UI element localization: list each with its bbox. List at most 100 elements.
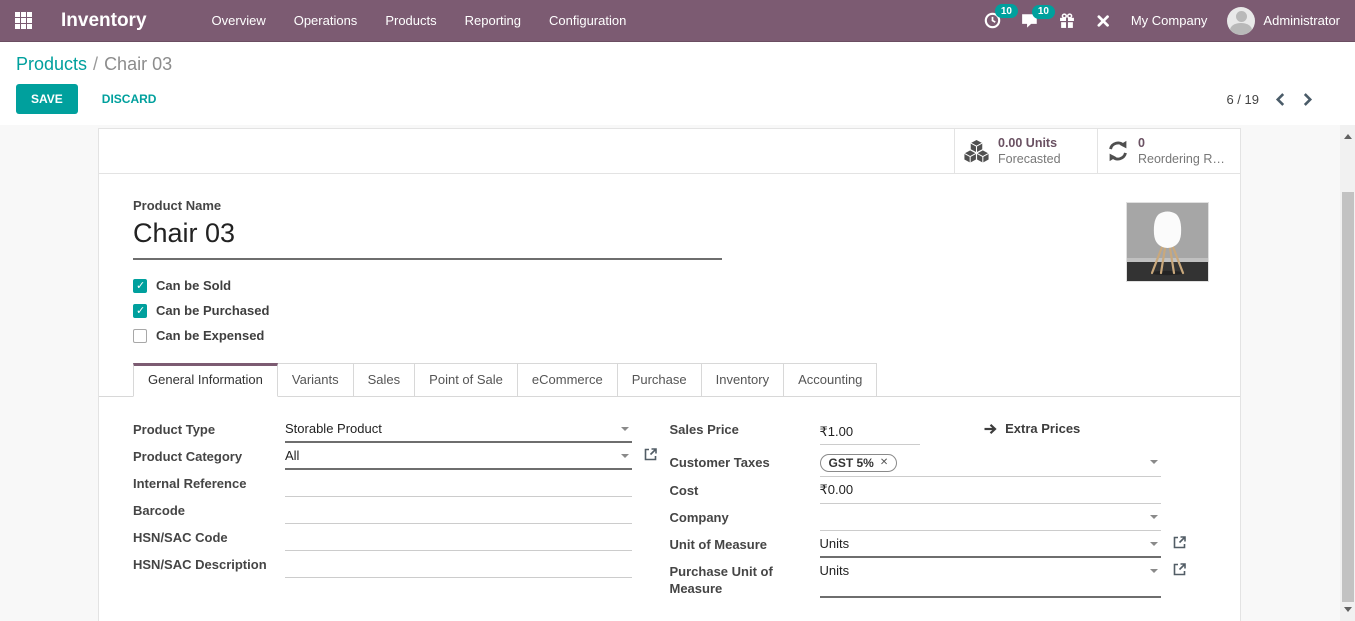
tab-inventory[interactable]: Inventory [701, 363, 785, 396]
stat-button-forecasted[interactable]: 0.00 Units Forecasted [954, 129, 1097, 173]
activity-badge: 10 [994, 4, 1018, 18]
company-switcher[interactable]: My Company [1130, 13, 1208, 28]
breadcrumb-products-link[interactable]: Products [16, 54, 88, 74]
field-internal-reference: Internal Reference [133, 472, 670, 497]
customer-taxes-label: Customer Taxes [669, 454, 770, 470]
barcode-input[interactable] [285, 499, 632, 524]
can-be-sold-label: Can be Sold [156, 278, 232, 293]
chevron-down-icon[interactable] [1150, 514, 1158, 519]
purchase-uom-select[interactable]: Units [819, 560, 1186, 598]
menu-configuration[interactable]: Configuration [549, 13, 627, 28]
messages-button[interactable]: 10 [1021, 4, 1055, 29]
messages-badge: 10 [1031, 4, 1055, 19]
tab-variants[interactable]: Variants [277, 363, 354, 396]
field-cost: Cost ₹0.00 [670, 479, 1207, 504]
cubes-icon [964, 139, 989, 163]
activity-button[interactable]: 10 [984, 4, 1018, 29]
save-button[interactable]: SAVE [16, 84, 78, 114]
chevron-down-icon[interactable] [620, 454, 629, 458]
hsn-sac-description-input[interactable] [285, 553, 632, 578]
internal-reference-input[interactable] [285, 472, 632, 497]
extra-prices-link[interactable]: Extra Prices [983, 421, 1080, 436]
customer-taxes-input[interactable]: GST 5% ✕ [819, 451, 1161, 477]
chevron-down-icon[interactable] [1150, 568, 1158, 573]
chevron-left-icon [1275, 92, 1285, 106]
unit-of-measure-select[interactable]: Units [819, 533, 1186, 558]
menu-operations[interactable]: Operations [293, 13, 358, 28]
tab-point-of-sale[interactable]: Point of Sale [415, 363, 518, 396]
discard-button[interactable]: DISCARD [88, 84, 171, 114]
can-be-sold-checkbox[interactable] [133, 278, 147, 293]
product-category-select[interactable]: All [285, 445, 657, 470]
scrollbar-thumb[interactable] [1341, 192, 1354, 602]
scroll-down-icon[interactable] [1343, 607, 1352, 612]
apps-grid-icon[interactable] [15, 12, 32, 29]
external-link-icon[interactable] [1173, 535, 1186, 552]
stat-button-reordering[interactable]: 0 Reordering R… [1097, 129, 1240, 173]
external-link-icon[interactable] [644, 448, 657, 464]
chevron-down-icon[interactable] [620, 427, 629, 431]
chevron-down-icon[interactable] [1150, 459, 1158, 464]
tab-purchase[interactable]: Purchase [617, 363, 702, 396]
pager-prev-button[interactable] [1275, 92, 1286, 106]
top-navbar: Inventory Overview Operations Products R… [0, 0, 1355, 42]
chevron-right-icon [1303, 92, 1313, 106]
control-panel: Products / Chair 03 SAVE DISCARD 6 / 19 [0, 42, 1355, 125]
sales-price-input[interactable]: ₹1.00 [819, 424, 920, 445]
gift-icon [1059, 12, 1074, 28]
hsn-sac-code-label: HSN/SAC Code [133, 530, 228, 545]
remove-tag-icon[interactable]: ✕ [879, 457, 889, 468]
stat-value-forecasted: 0.00 Units [998, 135, 1058, 150]
tab-general-information[interactable]: General Information [133, 363, 278, 397]
field-company: Company [670, 506, 1207, 531]
chat-icon [1021, 13, 1037, 28]
company-label: Company [669, 509, 729, 525]
sales-price-label: Sales Price [669, 422, 739, 437]
tools-button[interactable] [1095, 13, 1111, 29]
product-image[interactable] [1126, 202, 1209, 282]
can-be-expensed-checkbox[interactable] [133, 328, 147, 343]
product-category-label: Product Category [133, 449, 243, 464]
can-be-purchased-checkbox[interactable] [133, 303, 147, 318]
pager-value: 6 / 19 [1226, 91, 1259, 107]
capability-checkboxes: Can be Sold Can be Purchased Can be Expe… [133, 273, 1206, 348]
field-hsn-sac-code: HSN/SAC Code [133, 526, 670, 551]
stat-button-bar: 0.00 Units Forecasted 0 Reordering R… [99, 129, 1240, 174]
product-name-label: Product Name [133, 198, 222, 213]
menu-reporting[interactable]: Reporting [464, 13, 521, 28]
field-barcode: Barcode [133, 499, 670, 524]
user-menu[interactable]: Administrator [1263, 13, 1340, 28]
field-customer-taxes: Customer Taxes GST 5% ✕ [670, 451, 1207, 477]
hsn-sac-description-label: HSN/SAC Description [133, 557, 267, 572]
field-hsn-sac-description: HSN/SAC Description [133, 553, 670, 578]
stat-label-forecasted: Forecasted [998, 152, 1061, 166]
internal-reference-label: Internal Reference [133, 476, 247, 491]
arrow-right-icon [984, 423, 997, 434]
gift-button[interactable] [1059, 12, 1075, 29]
refresh-icon [1109, 140, 1127, 162]
tab-accounting[interactable]: Accounting [784, 363, 878, 396]
avatar[interactable] [1227, 6, 1256, 35]
stat-label-reordering: Reordering R… [1138, 152, 1225, 166]
field-sales-price: Sales Price ₹1.00 Extra Prices [670, 418, 1207, 449]
cost-input[interactable]: ₹0.00 [819, 479, 1161, 504]
menu-overview[interactable]: Overview [211, 13, 266, 28]
company-select[interactable] [819, 506, 1161, 531]
scroll-up-icon[interactable] [1343, 134, 1352, 139]
breadcrumb-current: Chair 03 [104, 54, 173, 74]
barcode-label: Barcode [133, 503, 186, 518]
external-link-icon[interactable] [1173, 562, 1186, 579]
menu-products[interactable]: Products [385, 13, 437, 28]
tab-sales[interactable]: Sales [353, 363, 416, 396]
purchase-uom-label: Purchase Unit of Measure [669, 563, 773, 597]
unit-of-measure-label: Unit of Measure [669, 536, 768, 552]
product-type-select[interactable]: Storable Product [285, 418, 632, 443]
app-title[interactable]: Inventory [61, 9, 147, 31]
hsn-sac-code-input[interactable] [285, 526, 632, 551]
vertical-scrollbar[interactable] [1340, 125, 1355, 621]
field-purchase-unit-of-measure: Purchase Unit of Measure Units [670, 560, 1207, 598]
pager-next-button[interactable] [1302, 92, 1313, 106]
product-name-input[interactable]: Chair 03 [133, 213, 722, 260]
chevron-down-icon[interactable] [1150, 541, 1158, 546]
tab-ecommerce[interactable]: eCommerce [517, 363, 618, 396]
